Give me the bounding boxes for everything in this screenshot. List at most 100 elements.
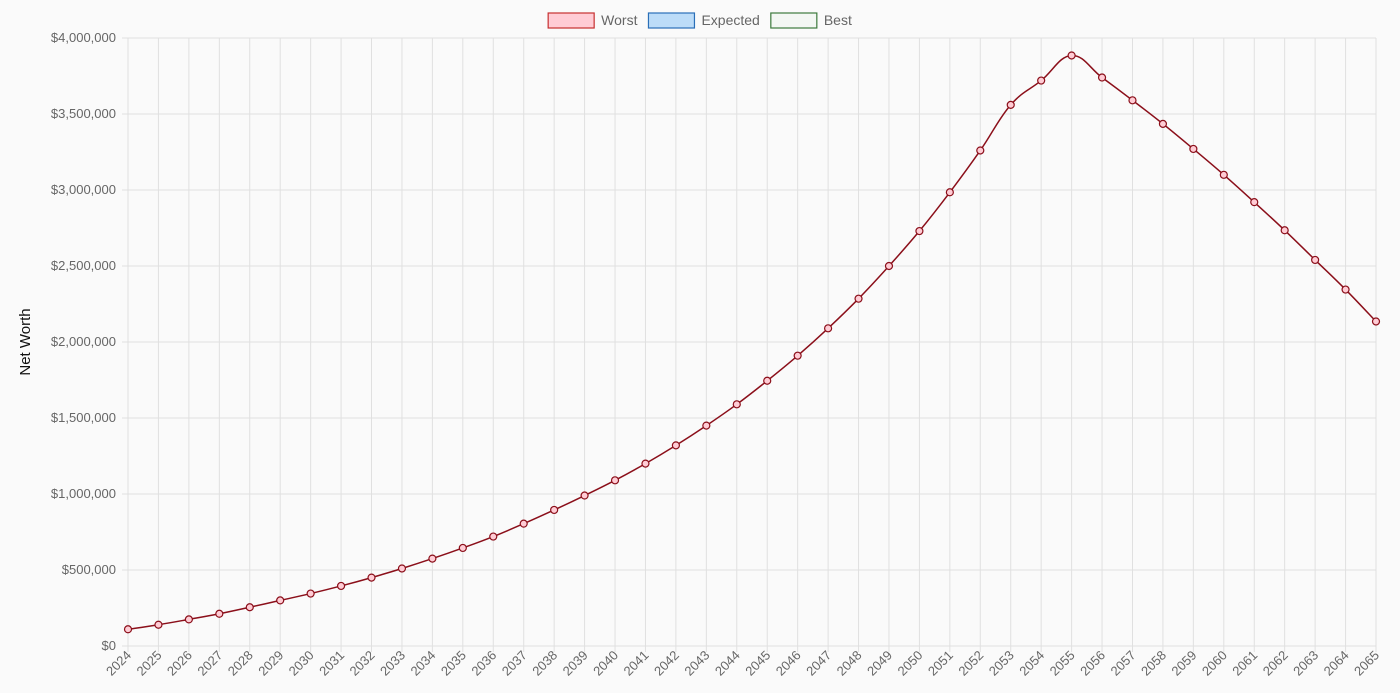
y-axis: $0 $500,000 $1,000,000 $1,500,000 $2,000,000… <box>51 30 116 653</box>
data-point[interactable] <box>397 564 407 573</box>
x-tick-label: 2060 <box>1199 648 1230 679</box>
data-point[interactable] <box>154 620 163 629</box>
legend: Worst Expected Best <box>547 12 852 29</box>
data-point[interactable] <box>367 573 376 582</box>
y-tick-label: $2,500,000 <box>51 258 116 273</box>
data-point[interactable] <box>641 459 650 468</box>
x-tick-label: 2048 <box>834 648 865 679</box>
x-tick-label: 2046 <box>773 648 804 679</box>
grid <box>122 37 1377 652</box>
x-tick-label: 2026 <box>164 648 195 679</box>
x-tick-label: 2056 <box>1077 648 1108 679</box>
data-point[interactable] <box>610 476 620 485</box>
x-tick-label: 2042 <box>651 648 682 679</box>
x-tick-label: 2035 <box>438 648 469 679</box>
x-tick-label: 2064 <box>1321 648 1352 679</box>
data-point[interactable] <box>732 400 741 409</box>
data-point[interactable] <box>1189 144 1198 154</box>
x-tick-label: 2034 <box>407 648 438 679</box>
x-tick-label: 2049 <box>864 648 895 679</box>
series-layer <box>123 51 1381 634</box>
y-tick-label: $3,000,000 <box>51 182 116 197</box>
legend-swatch[interactable] <box>647 12 696 29</box>
x-tick-label: 2033 <box>377 648 408 679</box>
data-point[interactable] <box>306 589 315 598</box>
data-point[interactable] <box>854 294 863 303</box>
x-tick-label: 2030 <box>286 648 317 679</box>
data-point[interactable] <box>123 625 133 634</box>
y-axis-title: Net Worth <box>17 308 34 375</box>
data-point[interactable] <box>519 519 528 528</box>
x-tick-label: 2057 <box>1108 648 1139 679</box>
data-point[interactable] <box>489 532 498 541</box>
data-point[interactable] <box>1097 73 1107 82</box>
data-point[interactable] <box>823 324 833 333</box>
x-tick-label: 2061 <box>1229 648 1260 679</box>
y-tick-label: $2,000,000 <box>51 334 116 349</box>
x-tick-label: 2040 <box>590 648 621 679</box>
x-tick-label: 2025 <box>134 648 165 679</box>
data-point[interactable] <box>884 261 894 271</box>
data-point[interactable] <box>945 188 954 197</box>
data-point[interactable] <box>458 543 467 553</box>
x-tick-label: 2043 <box>681 648 712 679</box>
x-tick-label: 2065 <box>1351 648 1382 679</box>
y-tick-label: $4,000,000 <box>51 30 116 45</box>
x-axis: 2024 2025 2026 2027 2028 2029 2030 2031 2032 2033… <box>103 648 1382 679</box>
x-tick-label: 2045 <box>742 648 773 679</box>
data-point[interactable] <box>1250 198 1259 207</box>
x-tick-label: 2032 <box>347 648 378 679</box>
data-point[interactable] <box>915 226 924 236</box>
data-point[interactable] <box>1067 51 1076 60</box>
data-point[interactable] <box>671 441 681 450</box>
x-tick-label: 2031 <box>316 648 347 679</box>
y-tick-label: $500,000 <box>62 562 116 577</box>
x-tick-label: 2041 <box>621 648 652 679</box>
legend-label[interactable]: Best <box>824 12 852 28</box>
data-point[interactable] <box>1128 96 1137 105</box>
y-tick-label: $1,500,000 <box>51 410 116 425</box>
x-tick-label: 2038 <box>529 648 560 679</box>
data-point[interactable] <box>215 609 224 618</box>
data-point[interactable] <box>1037 76 1046 85</box>
data-point[interactable] <box>276 596 285 605</box>
x-tick-label: 2029 <box>255 648 286 679</box>
data-point[interactable] <box>1219 170 1228 179</box>
x-tick-label: 2052 <box>955 648 986 679</box>
x-tick-label: 2036 <box>468 648 499 679</box>
x-tick-label: 2027 <box>194 648 225 679</box>
x-tick-label: 2053 <box>986 648 1017 679</box>
y-tick-label: $0 <box>102 638 116 653</box>
x-tick-label: 2059 <box>1168 648 1199 679</box>
data-point[interactable] <box>1311 255 1320 265</box>
data-point[interactable] <box>1341 285 1350 294</box>
x-tick-label: 2063 <box>1290 648 1321 679</box>
data-point[interactable] <box>1158 119 1168 128</box>
x-tick-label: 2037 <box>499 648 530 679</box>
data-point[interactable] <box>976 146 985 155</box>
legend-swatch[interactable] <box>547 12 595 29</box>
x-tick-label: 2044 <box>712 648 743 679</box>
data-point[interactable] <box>336 581 346 591</box>
data-point[interactable] <box>550 505 559 515</box>
x-tick-label: 2058 <box>1138 648 1169 679</box>
x-tick-label: 2062 <box>1260 648 1291 679</box>
data-point[interactable] <box>702 421 711 430</box>
data-point[interactable] <box>793 351 802 360</box>
data-point[interactable] <box>428 554 437 563</box>
data-point[interactable] <box>1371 317 1381 326</box>
data-point[interactable] <box>1006 100 1015 109</box>
x-tick-label: 2047 <box>803 648 834 679</box>
data-point[interactable] <box>184 615 193 624</box>
data-point[interactable] <box>763 376 772 385</box>
y-tick-label: $3,500,000 <box>51 106 116 121</box>
data-point[interactable] <box>245 603 254 612</box>
data-point[interactable] <box>1280 226 1289 235</box>
legend-label[interactable]: Worst <box>601 12 637 28</box>
legend-label[interactable]: Expected <box>701 12 759 28</box>
x-tick-label: 2051 <box>925 648 956 679</box>
legend-swatch[interactable] <box>770 12 818 29</box>
data-point[interactable] <box>580 491 589 500</box>
